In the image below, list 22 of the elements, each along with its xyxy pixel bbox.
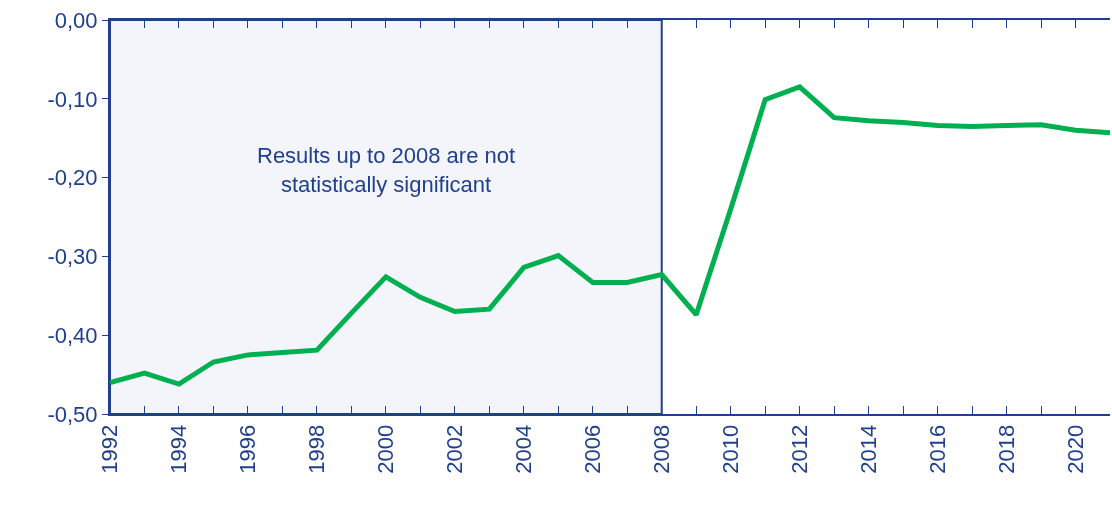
x-tick-label: 2004 bbox=[510, 424, 536, 474]
y-tick-label: 0,00 bbox=[54, 7, 98, 33]
x-tick-label: 2012 bbox=[786, 424, 812, 474]
x-tick-label: 2000 bbox=[373, 424, 399, 474]
x-tick-label: 2014 bbox=[855, 424, 881, 474]
x-tick-label: 2010 bbox=[717, 424, 743, 474]
y-tick-label: -0,10 bbox=[47, 86, 98, 112]
y-tick-label: -0,30 bbox=[47, 244, 98, 270]
x-tick-label: 1996 bbox=[235, 424, 261, 474]
x-tick-label: 2018 bbox=[993, 424, 1019, 474]
x-tick-label: 2002 bbox=[441, 424, 467, 474]
y-tick-label: -0,20 bbox=[47, 165, 98, 191]
y-tick-label: -0,50 bbox=[47, 401, 98, 427]
x-tick-label: 2020 bbox=[1062, 424, 1088, 474]
x-tick-label: 2016 bbox=[924, 424, 950, 474]
x-tick-label: 1992 bbox=[97, 424, 123, 474]
x-tick-label: 2008 bbox=[648, 424, 674, 474]
x-tick-label: 1994 bbox=[166, 424, 192, 474]
y-tick-label: -0,40 bbox=[47, 322, 98, 348]
x-tick-label: 2006 bbox=[579, 424, 605, 474]
x-tick-label: 1998 bbox=[304, 424, 330, 474]
band-label: Results up to 2008 are not statistically significant bbox=[257, 143, 516, 197]
